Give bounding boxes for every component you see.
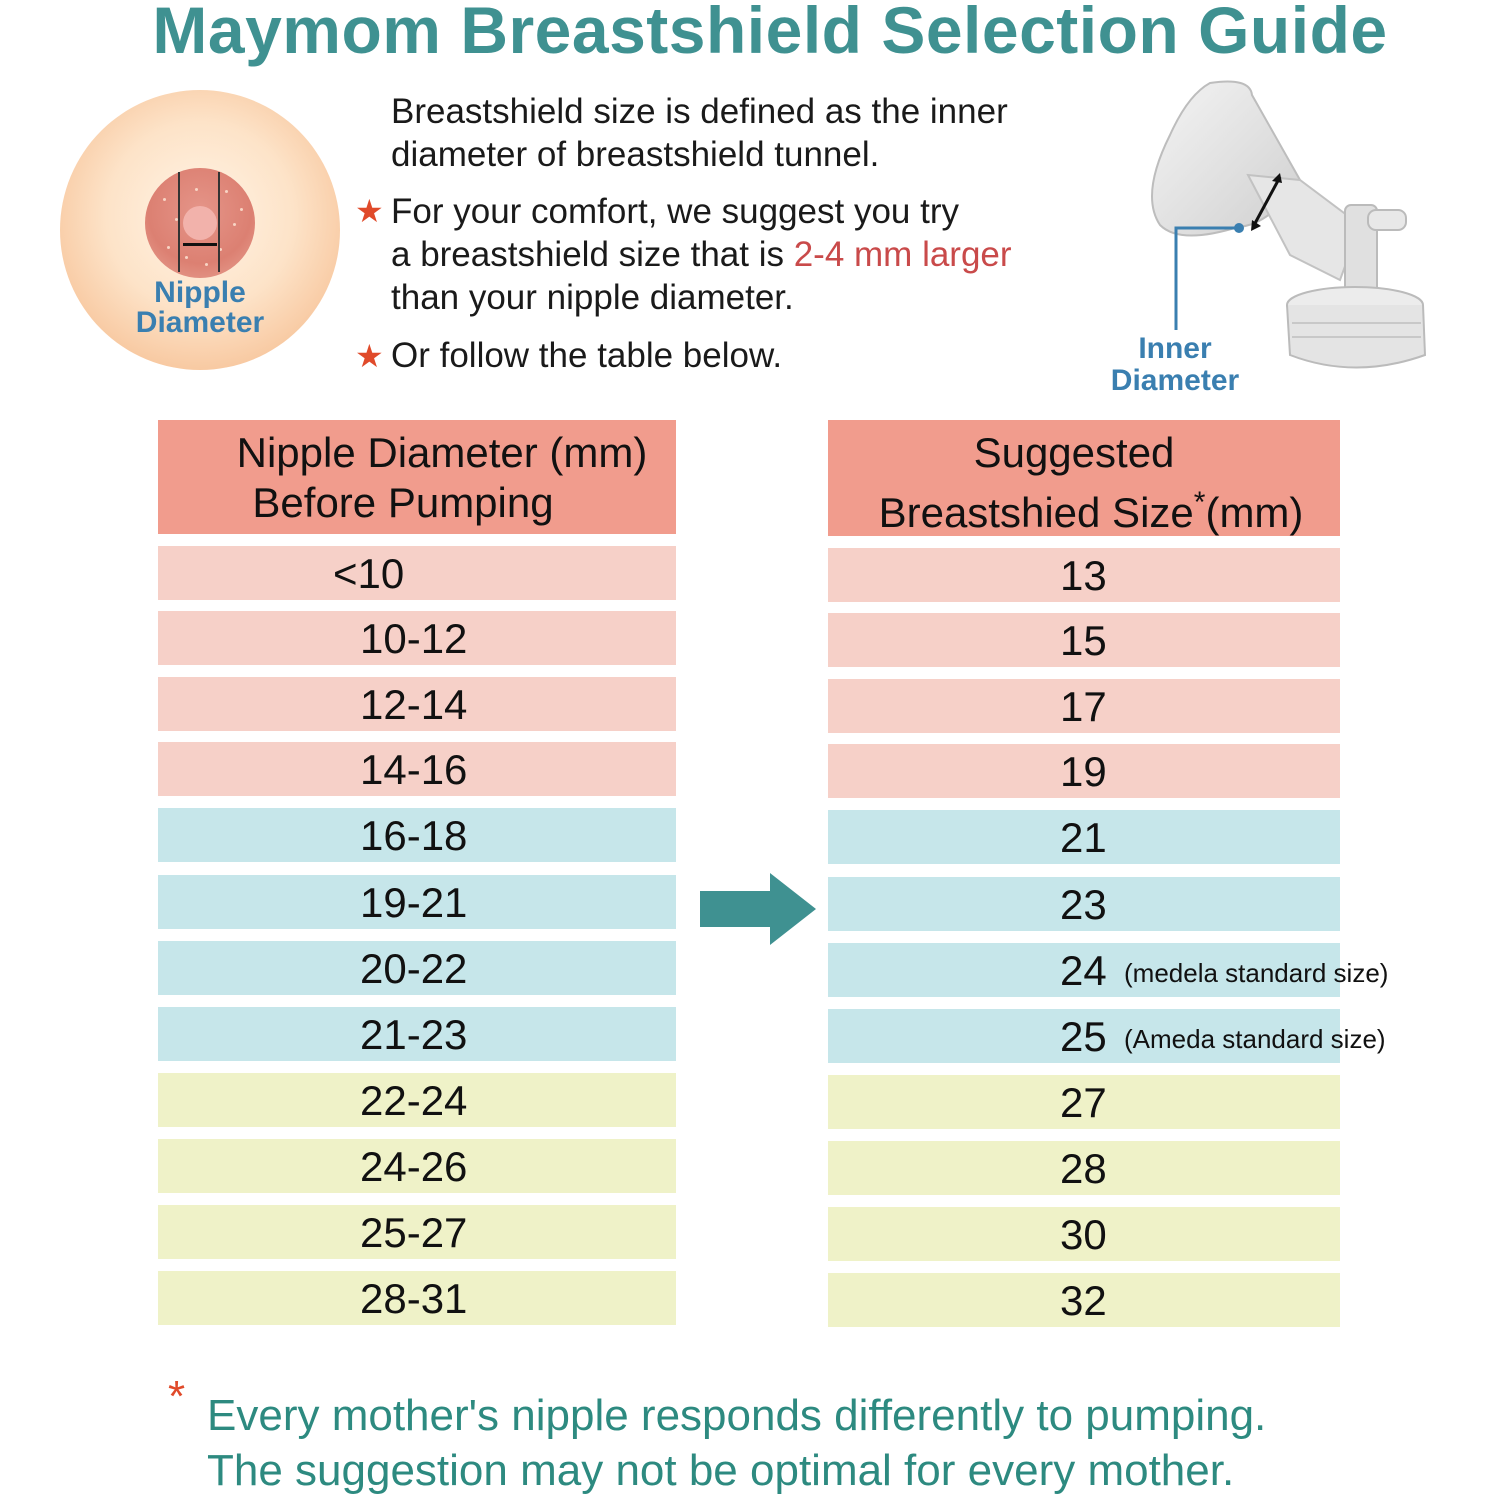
- measure-line-left: [178, 172, 180, 272]
- table-row-size: 21: [828, 810, 1340, 864]
- nipple-diameter-value: 19-21: [360, 879, 468, 926]
- suggested-size-value: 13: [1060, 552, 1107, 599]
- table-row-size: 13: [828, 548, 1340, 602]
- size-highlight: 2-4 mm larger: [793, 235, 1012, 274]
- table-row-size: 28: [828, 1141, 1340, 1195]
- nipple-diameter-value: 21-23: [360, 1011, 468, 1058]
- tip-comfort-text: For your comfort, we suggest you try a b…: [391, 192, 1012, 317]
- table-row-nipple: 25-27: [158, 1205, 676, 1259]
- table-row-size: 30: [828, 1207, 1340, 1261]
- nipple-diameter-value: <10: [333, 550, 405, 597]
- table-row-nipple: 10-12: [158, 611, 676, 665]
- inner-diameter-arrow-icon: [1251, 176, 1282, 228]
- table-row-nipple: 24-26: [158, 1139, 676, 1193]
- nipple-diameter-value: 12-14: [360, 681, 468, 728]
- table-row-size: 19: [828, 744, 1340, 798]
- table-row-nipple: <10: [158, 546, 676, 600]
- footnote-asterisk: *: [168, 1372, 186, 1421]
- suggested-size-value: 15: [1060, 617, 1107, 664]
- suggested-size-value: 32: [1060, 1277, 1107, 1324]
- nipple-diameter-value: 22-24: [360, 1077, 468, 1124]
- suggested-size-value: 25: [1060, 1013, 1107, 1060]
- arrow-right-icon: [700, 873, 816, 945]
- table-row-nipple: 19-21: [158, 875, 676, 929]
- suggested-size-value: 30: [1060, 1211, 1107, 1258]
- measure-line-right: [218, 172, 220, 272]
- table-row-nipple: 12-14: [158, 677, 676, 731]
- suggested-size-value: 28: [1060, 1145, 1107, 1192]
- inner-diameter-label: Inner Diameter: [1110, 332, 1240, 397]
- size-note: (medela standard size): [1124, 958, 1389, 988]
- size-note: (Ameda standard size): [1124, 1024, 1386, 1054]
- table-row-nipple: 20-22: [158, 941, 676, 995]
- table-row-size: 25 (Ameda standard size): [828, 1009, 1386, 1063]
- nipple-diameter-value: 25-27: [360, 1209, 468, 1256]
- breastshield-illustration: [1151, 80, 1427, 369]
- page-title: Maymom Breastshield Selection Guide: [152, 0, 1388, 67]
- measure-arrow-icon: [183, 243, 217, 246]
- nipple-diameter-value: 20-22: [360, 945, 468, 992]
- suggested-size-value: 19: [1060, 748, 1107, 795]
- table-row-nipple: 22-24: [158, 1073, 676, 1127]
- nipple-diameter-value: 14-16: [360, 746, 468, 793]
- suggested-size-value: 23: [1060, 881, 1107, 928]
- table-row-size: 24 (medela standard size): [828, 943, 1388, 997]
- nipple-diameter-illustration: Nipple Diameter: [60, 90, 340, 370]
- star-icon: ★: [355, 193, 384, 229]
- star-icon: ★: [355, 338, 384, 374]
- suggested-size-value: 17: [1060, 683, 1107, 730]
- table-row-size: 32: [828, 1273, 1340, 1327]
- table-row-size: 23: [828, 877, 1340, 931]
- nipple-diameter-value: 24-26: [360, 1143, 468, 1190]
- nipple-diameter-label: Nipple Diameter: [135, 276, 265, 339]
- nipple-diameter-header: Nipple Diameter (mm) Before Pumping: [158, 420, 676, 534]
- suggested-size-value: 27: [1060, 1079, 1107, 1126]
- table-row-nipple: 28-31: [158, 1271, 676, 1325]
- suggested-size-value: 21: [1060, 814, 1107, 861]
- nipple-diameter-value: 10-12: [360, 615, 468, 662]
- suggested-size-value: 24: [1060, 947, 1107, 994]
- nipple-diameter-value: 16-18: [360, 812, 468, 859]
- intro-text: Breastshield size is defined as the inne…: [391, 92, 1008, 174]
- table-row-size: 27: [828, 1075, 1340, 1129]
- footnote-text: Every mother's nipple responds different…: [207, 1391, 1267, 1495]
- nipple-diameter-value: 28-31: [360, 1275, 468, 1322]
- nipple-graphic: [183, 206, 217, 240]
- areola-graphic: [145, 168, 255, 278]
- table-row-size: 17: [828, 679, 1340, 733]
- table-row-nipple: 14-16: [158, 742, 676, 796]
- table-row-size: 15: [828, 613, 1340, 667]
- table-row-nipple: 21-23: [158, 1007, 676, 1061]
- suggested-size-header: Suggested Breastshied Size*(mm): [828, 420, 1340, 536]
- table-row-nipple: 16-18: [158, 808, 676, 862]
- tip-table-text: Or follow the table below.: [391, 336, 783, 375]
